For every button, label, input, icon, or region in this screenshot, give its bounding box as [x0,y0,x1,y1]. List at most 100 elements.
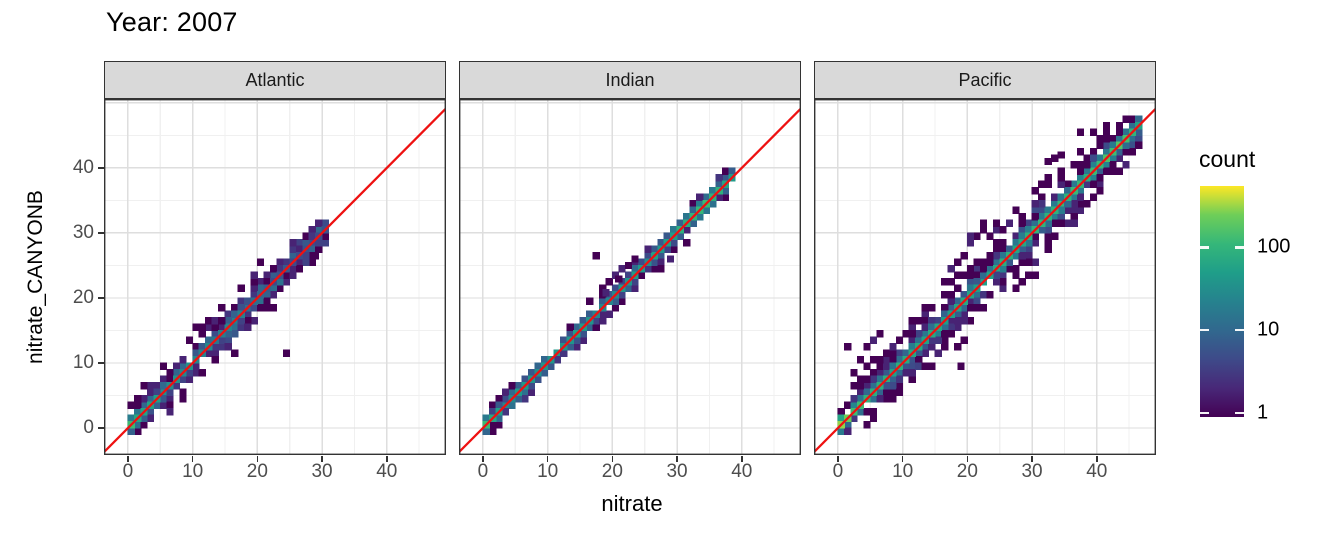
y-tick-mark [97,232,104,234]
x-tick-label: 30 [1021,461,1043,482]
outlier-cell [992,219,1001,227]
facet-strip-label: Atlantic [245,69,305,90]
outlier-cell [979,226,988,234]
facet-strip-pacific: Pacific [814,61,1156,99]
x-tick-mark [321,455,323,462]
grid-minor [814,99,1156,455]
outlier-cell [624,261,633,270]
outlier-cell [198,323,206,331]
y-tick-mark [97,362,104,364]
outlier-cell [159,362,168,370]
x-tick-label: 20 [601,461,623,482]
x-tick-label: 10 [182,461,204,482]
outlier-cell [282,349,291,357]
panel-border [459,99,801,455]
outlier-cell [592,252,600,260]
outlier-cell [863,343,871,351]
x-tick-label: 40 [731,461,753,482]
legend-tick-mark [1200,411,1209,415]
x-tick-label: 10 [537,461,559,482]
panel-border [814,99,1156,455]
outlier-cell [211,317,219,325]
outlier-cell [605,278,613,286]
outlier-cell [644,245,652,253]
y-tick-mark [97,427,104,429]
facet-panel-pacific [814,99,1156,455]
outlier-cell [966,232,975,240]
x-tick-label: 30 [311,461,333,482]
outlier-cell [618,265,626,273]
x-tick-mark [127,455,129,462]
outlier-cell [599,284,607,292]
x-tick-label: 30 [666,461,688,482]
x-tick-label: 0 [477,461,489,482]
grid-major [459,99,801,455]
outlier-cell [218,317,226,325]
y-tick-label: 0 [83,417,94,438]
panel-border [104,99,446,455]
x-axis-title: nitrate [601,491,663,516]
x-tick-label: 10 [892,461,914,482]
outlier-cell [269,304,278,312]
x-tick-label: 0 [832,461,844,482]
facet-strip-indian: Indian [459,61,801,99]
outlier-cell [999,226,1007,234]
outlier-cell [856,356,865,364]
legend-tick-mark [1200,246,1209,249]
outlier-cell [973,232,981,240]
facet-panel-indian [459,99,801,455]
x-tick-mark [1031,455,1033,462]
outlier-cell [947,265,955,273]
x-tick-label: 0 [122,461,134,482]
facet-strip-atlantic: Atlantic [104,61,446,99]
legend-tick-mark [1200,329,1209,332]
legend-tick-label: 100 [1257,235,1291,258]
legend-tick-mark [1235,246,1244,249]
y-tick-label: 20 [72,286,94,308]
outlier-cell [683,239,691,247]
outlier-cell [185,336,194,344]
outlier-cell [1051,154,1059,162]
outlier-cell [1057,151,1065,159]
x-tick-mark [740,455,743,462]
y-tick-mark [97,167,104,169]
outlier-cell [611,271,620,279]
outlier-cell [666,255,675,263]
outlier-cell [250,271,258,279]
outlier-cell [869,336,878,344]
outlier-cell [311,252,320,260]
outlier-cell [179,395,187,403]
outlier-cell [1005,219,1014,227]
legend-tick-mark [1235,411,1244,415]
outlier-cell [957,362,965,370]
outlier-cell [844,343,852,351]
outlier-cell [205,317,213,325]
x-tick-label: 40 [376,461,398,482]
outlier-cell [850,369,858,377]
facet-panel-atlantic [104,99,446,455]
x-tick-mark [385,455,388,462]
outlier-cell [1012,206,1020,214]
outlier-cell [289,271,297,279]
outlier-cell [876,330,884,338]
x-tick-mark [966,455,969,462]
outlier-cell [657,265,665,273]
outlier-cell [1083,200,1091,208]
x-tick-mark [611,455,614,462]
y-tick-label: 30 [72,221,94,243]
outlier-cell [960,252,968,260]
y-tick-label: 10 [72,351,94,373]
x-tick-mark [901,455,904,462]
outlier-cell [979,219,988,227]
identity-line [104,107,446,453]
outlier-cell [615,275,623,283]
identity-line [814,107,1156,453]
x-tick-mark [676,455,678,462]
x-tick-mark [256,455,259,462]
facet-strip-label: Indian [605,69,655,90]
legend-colorbar [1200,186,1244,417]
outlier-cell [231,349,239,357]
outlier-cell [237,284,245,292]
outlier-cell [586,297,594,305]
